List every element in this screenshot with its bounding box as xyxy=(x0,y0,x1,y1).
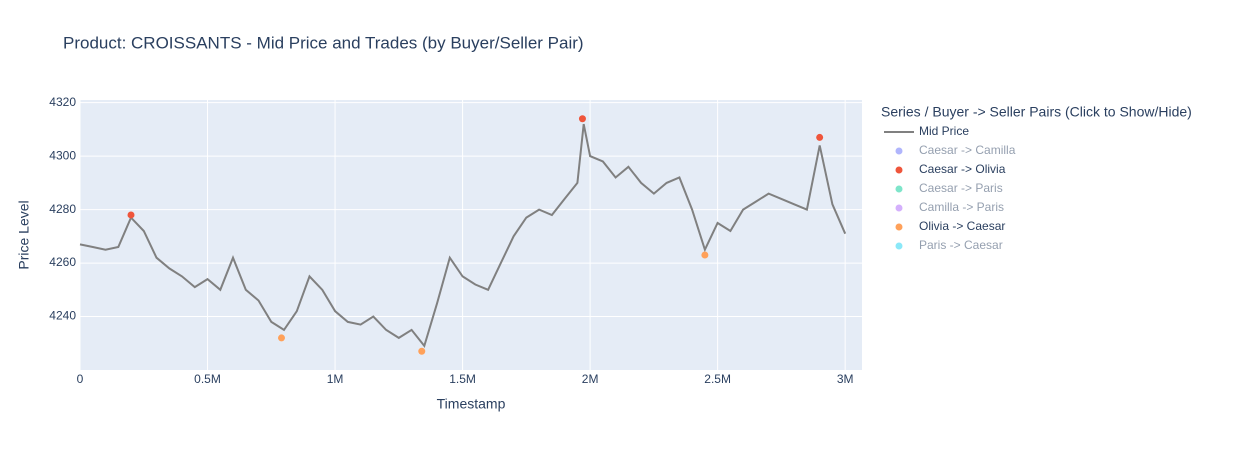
x-tick-label: 1.5M xyxy=(449,372,476,386)
legend-label: Camilla -> Paris xyxy=(919,200,1004,214)
trade-point xyxy=(277,334,285,342)
trade-point xyxy=(701,251,709,259)
legend-label: Caesar -> Olivia xyxy=(919,162,1006,176)
legend-swatch xyxy=(895,166,903,174)
mid-price-line xyxy=(79,123,847,349)
trade-point xyxy=(127,211,135,219)
legend-item[interactable]: Camilla -> Paris xyxy=(895,200,1005,214)
y-tick-label: 4260 xyxy=(49,255,76,269)
y-axis-title: Price Level xyxy=(16,200,32,269)
legend-swatch xyxy=(895,147,903,155)
x-tick-label: 2.5M xyxy=(704,372,731,386)
x-tick-label: 3M xyxy=(837,372,854,386)
legend-item[interactable]: Olivia -> Caesar xyxy=(895,219,1006,233)
trade-point xyxy=(578,115,586,123)
x-tick-label: 0.5M xyxy=(194,372,221,386)
legend-label: Paris -> Caesar xyxy=(919,238,1003,252)
legend-title: Series / Buyer -> Seller Pairs (Click to… xyxy=(881,104,1192,120)
trade-point xyxy=(816,133,824,141)
legend-label: Mid Price xyxy=(919,124,969,138)
legend-swatch xyxy=(895,242,903,250)
legend-label: Olivia -> Caesar xyxy=(919,219,1005,233)
legend-item[interactable]: Paris -> Caesar xyxy=(895,238,1003,252)
legend-swatch xyxy=(895,223,903,231)
plot-area xyxy=(80,100,862,370)
legend-item[interactable]: Caesar -> Paris xyxy=(895,181,1003,195)
x-tick-label: 0 xyxy=(77,372,84,386)
trade-point xyxy=(418,347,426,355)
x-axis-title: Timestamp xyxy=(437,396,506,412)
y-tick-label: 4300 xyxy=(49,148,76,162)
legend-swatch xyxy=(895,204,903,212)
y-tick-label: 4240 xyxy=(49,309,76,323)
legend-label: Caesar -> Paris xyxy=(919,181,1003,195)
legend-item[interactable]: Mid Price xyxy=(884,124,969,138)
legend-swatch xyxy=(895,185,903,193)
legend-item[interactable]: Caesar -> Camilla xyxy=(895,143,1016,157)
legend-item[interactable]: Caesar -> Olivia xyxy=(895,162,1006,176)
chart-title: Product: CROISSANTS - Mid Price and Trad… xyxy=(63,33,584,52)
legend-label: Caesar -> Camilla xyxy=(919,143,1016,157)
x-tick-label: 1M xyxy=(327,372,344,386)
x-tick-label: 2M xyxy=(582,372,599,386)
y-tick-label: 4280 xyxy=(49,202,76,216)
y-tick-label: 4320 xyxy=(49,95,76,109)
